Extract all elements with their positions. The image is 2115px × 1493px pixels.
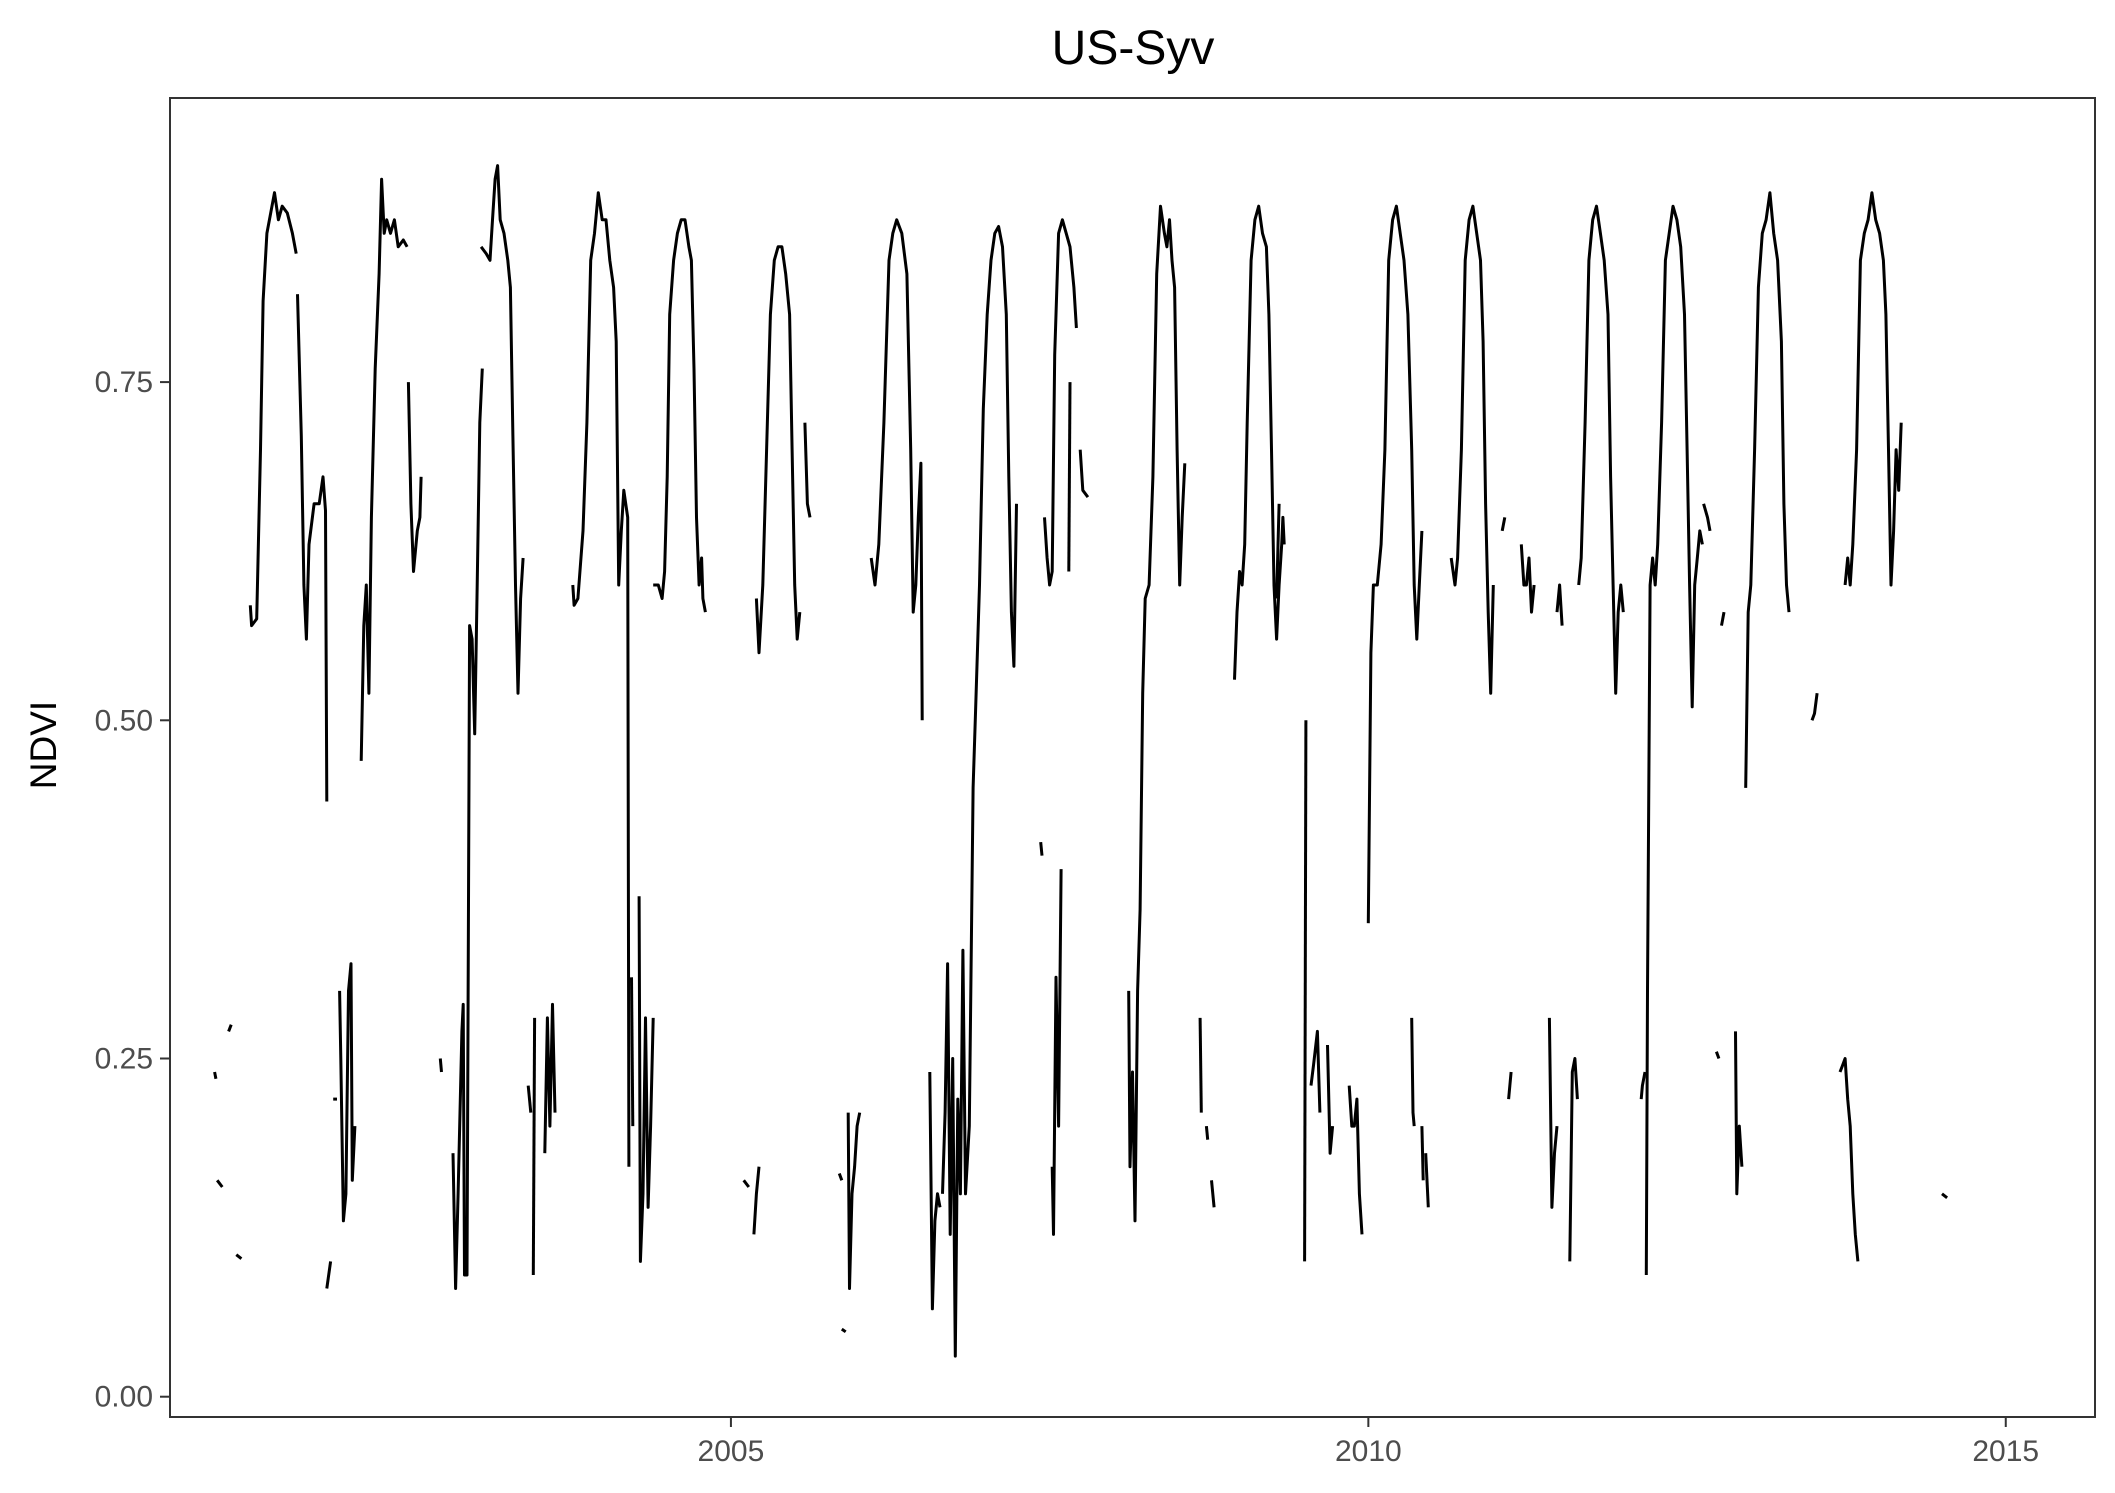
- ndvi-line-segment-1: [213, 1071, 218, 1080]
- ndvi-line-segment-38: [1198, 1017, 1203, 1113]
- ndvi-line-segment-29: [869, 218, 924, 721]
- ndvi-line-segment-3: [227, 1024, 233, 1032]
- ndvi-line-segment-22: [742, 1179, 750, 1188]
- ndvi-line-segment-59: [1639, 1071, 1647, 1100]
- ndvi-line-segment-17: [543, 1002, 557, 1154]
- ndvi-line-segment-42: [1275, 503, 1281, 599]
- ndvi-line-segment-64: [1734, 1031, 1744, 1196]
- x-tick-label: 2010: [1335, 1435, 1402, 1468]
- ndvi-line-segment-14: [479, 164, 525, 695]
- ndvi-line-segment-11: [406, 382, 423, 573]
- ndvi-line-segment-19: [630, 977, 635, 1127]
- y-axis-title: NDVI: [23, 701, 64, 789]
- ndvi-line-segment-61: [1702, 503, 1712, 532]
- ndvi-line-segment-44: [1309, 1029, 1322, 1113]
- ndvi-line-segment-43: [1303, 720, 1308, 1262]
- plot-panel-border: [169, 97, 2096, 1418]
- ndvi-line-segment-35: [1050, 869, 1063, 1236]
- y-tick-label: 0.00: [95, 1381, 153, 1414]
- y-tick-label: 0.50: [95, 704, 153, 737]
- ndvi-line-segment-30: [928, 1071, 942, 1311]
- ndvi-line-segment-52: [1500, 517, 1507, 532]
- ndvi-line-segment-25: [803, 422, 812, 518]
- ndvi-line-segment-33: [1043, 218, 1078, 587]
- ndvi-line-segment-27: [840, 1327, 847, 1334]
- y-tick-label: 0.25: [95, 1043, 153, 1076]
- ndvi-line-segment-58: [1577, 204, 1625, 695]
- ndvi-line-segment-51: [1449, 204, 1495, 695]
- ndvi-line-segment-18: [571, 191, 631, 1167]
- ndvi-line-segment-21: [653, 218, 707, 613]
- ndvi-line-segment-67: [1838, 1057, 1860, 1262]
- ndvi-line-segment-65: [1744, 191, 1791, 788]
- x-tick-label: 2015: [1972, 1435, 2039, 1468]
- chart-title: US-Syv: [1052, 22, 1215, 75]
- ndvi-line-segment-5: [248, 191, 298, 628]
- ndvi-line-segment-40: [1210, 1180, 1216, 1208]
- ndvi-line-segment-54: [1519, 544, 1536, 614]
- ndvi-line-segment-16: [531, 1017, 537, 1276]
- ndvi-line-segment-41: [1233, 204, 1286, 680]
- x-tick-label: 2005: [698, 1435, 765, 1468]
- ndvi-line-segment-66: [1810, 693, 1819, 721]
- ndvi-line-segment-20: [637, 896, 655, 1263]
- ndvi-line-segment-55: [1547, 1017, 1559, 1209]
- ndvi-line-segment-47: [1366, 204, 1424, 924]
- ndvi-line-segment-13: [451, 368, 484, 1290]
- ndvi-line-segment-62: [1714, 1051, 1721, 1060]
- ndvi-line-segment-15: [526, 1085, 533, 1113]
- x-axis: 2005 2010 2015: [698, 1417, 2039, 1468]
- ndvi-line-segment-60: [1644, 204, 1704, 1276]
- ndvi-line-segment-39: [1204, 1125, 1210, 1140]
- ndvi-line-segment-50: [1424, 1153, 1430, 1208]
- ndvi-line-segment-6: [296, 294, 329, 802]
- ndvi-line-segment-37: [1127, 204, 1187, 1223]
- ndvi-line-segment-9: [338, 962, 357, 1223]
- ndvi-line-segment-4: [235, 1253, 243, 1260]
- series-layer: [213, 164, 1949, 1358]
- ndvi-line-segment-10: [359, 177, 409, 761]
- ndvi-line-segment-36: [1078, 449, 1090, 499]
- ndvi-line-segment-2: [216, 1179, 224, 1188]
- ndvi-line-segment-69: [1941, 1192, 1949, 1199]
- ndvi-line-segment-45: [1326, 1044, 1335, 1155]
- ndvi-line-segment-49: [1420, 1126, 1425, 1181]
- ndvi-line-segment-28: [846, 1112, 862, 1290]
- ndvi-line-segment-26: [837, 1172, 844, 1181]
- ndvi-line-segment-48: [1410, 1017, 1416, 1127]
- y-axis: 0.00 0.25 0.50 0.75: [95, 366, 170, 1414]
- ndvi-line-segment-57: [1568, 1057, 1579, 1262]
- ndvi-line-segment-32: [1039, 841, 1044, 856]
- ndvi-line-segment-53: [1507, 1071, 1513, 1100]
- y-tick-label: 0.75: [95, 366, 153, 399]
- ndvi-line-segment-23: [752, 1166, 761, 1235]
- ndvi-line-segment-31: [941, 225, 1018, 1358]
- ndvi-line-segment-56: [1555, 583, 1564, 626]
- ndvi-line-segment-24: [754, 245, 802, 655]
- ndvi-line-segment-68: [1843, 191, 1903, 587]
- ndvi-line-segment-12: [438, 1058, 443, 1073]
- ndvi-line-segment-8: [325, 1261, 333, 1289]
- ndvi-line-segment-34: [1067, 382, 1072, 572]
- ndvi-line-segment-46: [1347, 1085, 1364, 1235]
- ndvi-line-segment-63: [1720, 611, 1726, 626]
